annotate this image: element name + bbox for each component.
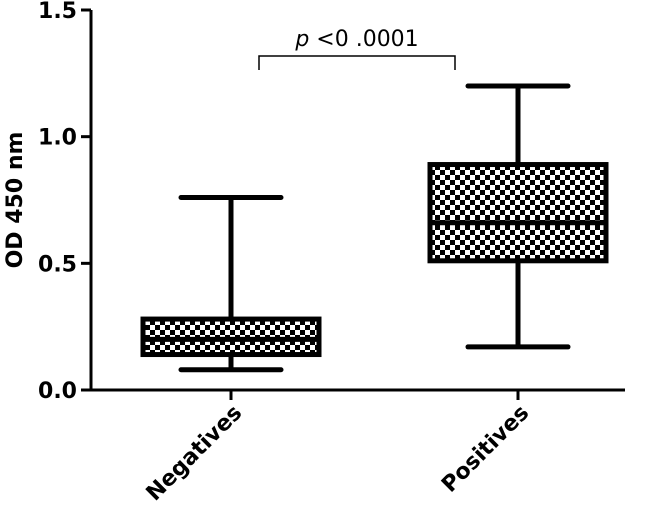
box-negatives [140,194,322,373]
y-tick-label: 0.5 [38,252,77,277]
p-symbol: p [294,27,309,52]
iqr-box [427,162,609,264]
boxes [140,83,609,373]
p-value-text: <0 .0001 [309,27,418,52]
significance-bracket [258,55,456,70]
x-tick-label-negatives: Negatives [142,401,248,507]
y-tick-label: 1.5 [38,0,77,24]
x-tick-label-positives: Positives [437,401,534,498]
iqr-box [140,316,322,358]
y-axis-title: OD 450 nm [3,132,28,269]
y-tick-label: 0.0 [38,379,77,404]
p-value-label: p <0 .0001 [294,27,418,52]
box-positives [427,83,609,350]
significance-annotation: p <0 .0001 [258,27,456,70]
y-tick-label: 1.0 [38,126,77,151]
